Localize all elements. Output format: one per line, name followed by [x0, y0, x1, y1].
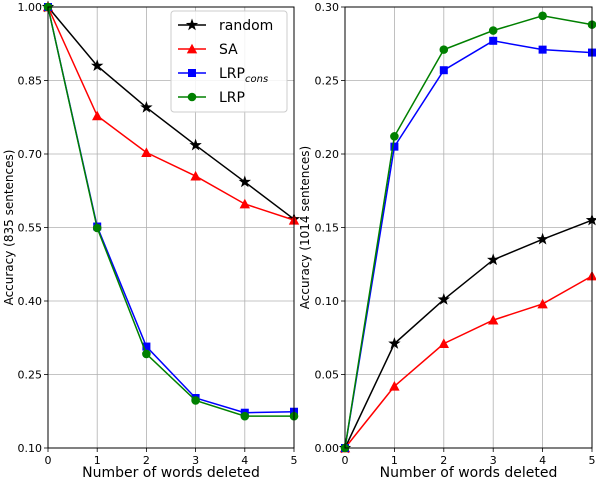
data-point-lrpcons: [489, 36, 498, 45]
legend-label: random: [219, 18, 273, 34]
data-point-sa: [389, 381, 400, 391]
legend-marker: [187, 92, 197, 102]
x-axis-label: Number of words deleted: [82, 465, 260, 480]
x-tick-label: 5: [589, 454, 596, 467]
x-tick-label: 1: [94, 454, 101, 467]
data-point-lrpcons: [142, 342, 151, 351]
right-chart-panel: 0 1 2 3 4 5 0.00 0.05 0.10 0.15 0.20 0.25 0.30 Number…: [298, 1, 596, 480]
plot-frame: [344, 6, 593, 449]
x-tick-label: 0: [45, 454, 52, 467]
series-line-lrp: [344, 15, 593, 449]
series-line-random: [47, 6, 295, 220]
y-tick-label: 0.25: [18, 369, 43, 382]
data-point-lrp: [488, 26, 498, 35]
x-tick-label: 1: [391, 454, 398, 467]
x-tick-label: 0: [342, 454, 349, 467]
x-tick-label: 5: [291, 454, 298, 467]
legend-label: LRP: [219, 90, 245, 106]
data-point-lrpcons: [439, 66, 448, 75]
left-chart-panel: 0 1 2 3 4 5 0.10 0.25 0.40 0.55 0.70 0.85 1.00 Number…: [2, 0, 301, 480]
x-tick-label: 4: [241, 454, 248, 467]
legend-entry-sa: SA: [178, 42, 238, 58]
y-tick-label: 0.05: [315, 369, 340, 382]
data-point-random: [91, 59, 104, 72]
data-point-random: [585, 213, 596, 226]
data-point-lrp: [142, 349, 151, 359]
x-axis-label: Number of words deleted: [380, 465, 558, 480]
data-point-random: [238, 175, 251, 188]
series-line-sa: [47, 6, 295, 221]
data-point-lrpcons: [538, 45, 547, 54]
data-point-sa: [537, 298, 548, 309]
series-line-sa: [344, 275, 593, 449]
data-point-lrp: [191, 396, 200, 405]
y-tick-label: 0.10: [315, 295, 340, 308]
data-point-sa: [586, 270, 596, 281]
legend-entry-lrp: LRP: [178, 90, 245, 106]
x-tick-label: 2: [440, 454, 447, 467]
legend-marker: [188, 69, 196, 77]
series-lrpcons: [341, 36, 596, 452]
series-line-lrpcons: [344, 40, 593, 449]
series-line-random: [344, 219, 593, 449]
data-point-lrp: [538, 11, 547, 21]
y-tick-label: 0.85: [18, 75, 43, 88]
y-tick-label: 1.00: [18, 1, 43, 14]
y-axis-label: Accuracy (835 sentences): [2, 150, 16, 306]
data-point-random: [189, 138, 202, 151]
data-point-sa: [190, 170, 201, 181]
x-tick-label: 3: [490, 454, 497, 467]
data-point-sa: [92, 110, 103, 121]
data-point-lrp: [240, 411, 250, 421]
x-tick-label: 4: [539, 454, 546, 467]
data-point-sa: [438, 338, 449, 349]
y-tick-label: 0.55: [18, 222, 43, 235]
data-point-lrp: [439, 45, 449, 54]
series-lrp: [43, 2, 299, 421]
data-point-random: [536, 232, 549, 245]
y-tick-label: 0.40: [18, 295, 43, 308]
data-point-sa: [141, 147, 152, 157]
legend-entry-lrpcons: LRPcons: [178, 66, 268, 85]
legend-entry-random: random: [178, 18, 273, 34]
series-sa: [339, 270, 596, 453]
y-tick-label: 0.10: [18, 442, 43, 455]
series-lrp: [340, 11, 596, 453]
legend: random SA LRPcons LRP: [170, 10, 288, 113]
x-tick-label: 3: [192, 454, 199, 467]
y-tick-label: 0.00: [315, 442, 340, 455]
data-point-random: [437, 293, 450, 305]
legend-marker: [185, 18, 199, 31]
x-tick-label: 2: [143, 454, 150, 467]
data-point-random: [140, 100, 153, 113]
legend-label: LRPcons: [219, 66, 268, 85]
data-point-lrpcons: [390, 142, 399, 151]
y-tick-label: 0.70: [18, 148, 43, 161]
legend-label: SA: [219, 42, 238, 58]
y-tick-label: 0.20: [315, 148, 340, 161]
legend-box: [170, 10, 288, 113]
y-tick-label: 0.30: [315, 1, 340, 14]
y-tick-label: 0.15: [315, 222, 340, 235]
legend-marker: [186, 43, 198, 54]
data-point-sa: [239, 198, 250, 209]
y-axis-label: Accuracy (1014 sentences): [298, 146, 312, 309]
data-point-random: [388, 337, 401, 349]
data-point-sa: [488, 314, 499, 325]
data-point-lrp: [390, 132, 399, 141]
data-point-random: [487, 253, 500, 266]
data-point-lrp: [92, 223, 102, 233]
plot-frame: [47, 6, 295, 449]
series-line-lrp: [47, 6, 294, 417]
y-tick-label: 0.25: [315, 75, 340, 88]
